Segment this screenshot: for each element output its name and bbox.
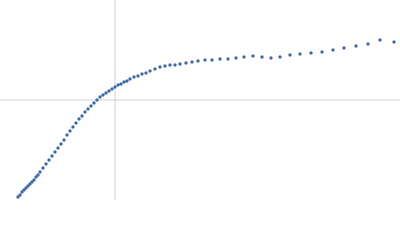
- data-point: [110, 87, 114, 91]
- data-point: [47, 158, 51, 162]
- data-point: [38, 170, 42, 174]
- data-point: [331, 48, 335, 52]
- data-point: [218, 57, 222, 61]
- data-point: [59, 142, 63, 146]
- data-point: [136, 74, 140, 78]
- data-point: [71, 125, 75, 129]
- data-point: [26, 184, 30, 188]
- data-point: [113, 85, 117, 89]
- data-point: [68, 129, 72, 133]
- data-point: [98, 95, 102, 99]
- data-point: [53, 150, 57, 154]
- data-point: [378, 38, 382, 42]
- data-point: [354, 44, 358, 48]
- data-point: [119, 82, 123, 86]
- data-point: [16, 195, 20, 199]
- data-point: [44, 162, 48, 166]
- data-point: [122, 80, 126, 84]
- data-point: [144, 71, 148, 75]
- data-point: [107, 89, 111, 93]
- data-point: [260, 55, 264, 59]
- data-point: [203, 58, 207, 62]
- data-point: [22, 188, 26, 192]
- data-point: [309, 51, 313, 55]
- data-point: [298, 52, 302, 56]
- data-point: [34, 175, 38, 179]
- data-point: [288, 53, 292, 57]
- data-point: [104, 91, 108, 95]
- data-point: [95, 98, 99, 102]
- data-point: [153, 67, 157, 71]
- data-point: [18, 193, 22, 197]
- data-point: [86, 107, 90, 111]
- data-point: [320, 50, 324, 54]
- data-point: [278, 55, 282, 59]
- data-point: [163, 64, 167, 68]
- data-point: [168, 63, 172, 67]
- data-point: [140, 72, 144, 76]
- data-point: [101, 93, 105, 97]
- data-point: [210, 58, 214, 62]
- data-point: [196, 59, 200, 63]
- data-point: [392, 40, 396, 44]
- data-point: [20, 190, 24, 194]
- data-point: [74, 121, 78, 125]
- data-point: [178, 62, 182, 66]
- data-point: [116, 83, 120, 87]
- data-point: [128, 77, 132, 81]
- data-point: [184, 61, 188, 65]
- data-point: [36, 173, 40, 177]
- data-point: [342, 46, 346, 50]
- data-point: [158, 65, 162, 69]
- data-point: [83, 110, 87, 114]
- data-point: [24, 186, 28, 190]
- data-point: [366, 42, 370, 46]
- data-point: [173, 63, 177, 67]
- data-point: [226, 57, 230, 61]
- data-point: [132, 75, 136, 79]
- data-point: [148, 69, 152, 73]
- data-point: [50, 154, 54, 158]
- data-point: [190, 60, 194, 64]
- chart: [0, 0, 400, 200]
- data-point: [30, 180, 34, 184]
- data-point: [28, 182, 32, 186]
- data-point: [269, 56, 273, 60]
- data-point: [62, 138, 66, 142]
- data-point: [80, 114, 84, 118]
- data-point: [32, 178, 36, 182]
- data-point: [56, 146, 60, 150]
- data-point: [234, 56, 238, 60]
- data-point: [251, 54, 255, 58]
- data-point: [89, 104, 93, 108]
- data-point: [65, 133, 69, 137]
- data-point: [125, 79, 129, 83]
- data-point: [92, 101, 96, 105]
- data-point: [242, 55, 246, 59]
- data-point: [77, 117, 81, 121]
- data-point: [41, 166, 45, 170]
